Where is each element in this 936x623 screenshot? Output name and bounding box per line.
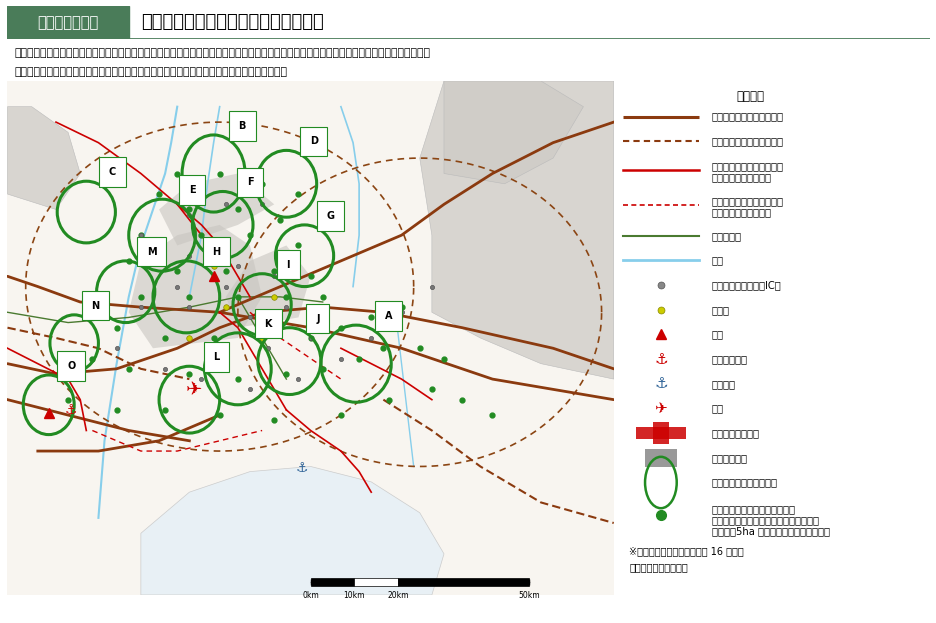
Text: ※　交通ネットワークは平成 16 年度末: ※ 交通ネットワークは平成 16 年度末 [629, 546, 743, 557]
Text: E: E [189, 185, 196, 195]
Text: 高規格幹線道路（供用中）: 高規格幹線道路（供用中） [710, 112, 782, 121]
Text: 【凡例】: 【凡例】 [736, 90, 764, 103]
Text: （県市の防災拠点として指定のあるもの: （県市の防災拠点として指定のあるもの [710, 515, 819, 525]
Text: 各配置ゾーンは，その範囲内において少なくとも一つの広域防災拠点を配置すべきである範囲を示したものである。なお，各広域防災拠点は，: 各配置ゾーンは，その範囲内において少なくとも一つの広域防災拠点を配置すべきである… [15, 48, 431, 58]
Text: 10km: 10km [344, 591, 365, 601]
Text: N: N [91, 301, 99, 311]
Text: A: A [384, 311, 391, 321]
Text: H: H [212, 247, 221, 257]
Text: 50km: 50km [518, 591, 539, 601]
Text: 時点の状況である。: 時点の状況である。 [629, 562, 687, 572]
Text: F: F [246, 178, 253, 188]
Text: 高規格幹線道路（整備中）: 高規格幹線道路（整備中） [710, 136, 782, 146]
Text: 直轄国道等（整備中）: 直轄国道等（整備中） [710, 207, 770, 217]
Text: ⚓: ⚓ [295, 460, 307, 475]
Text: 0km: 0km [302, 591, 318, 601]
Text: G: G [327, 211, 334, 221]
Text: 重要港湾: 重要港湾 [710, 379, 735, 389]
Polygon shape [419, 81, 613, 379]
Polygon shape [128, 225, 262, 348]
Text: 利用可能なオープンスペース等: 利用可能なオープンスペース等 [710, 504, 795, 514]
Text: 広域防災拠点配置ゾーン: 広域防災拠点配置ゾーン [710, 477, 777, 488]
Text: 図２－３－５８: 図２－３－５８ [37, 15, 99, 30]
Text: ⚓: ⚓ [65, 403, 78, 417]
Text: I: I [286, 260, 289, 270]
Text: 河川: 河川 [710, 255, 723, 265]
FancyBboxPatch shape [7, 6, 129, 39]
Text: K: K [264, 319, 271, 329]
Text: 20km: 20km [387, 591, 408, 601]
Bar [652, 422, 668, 444]
Text: M: M [147, 247, 156, 257]
Text: 名古屋圏の広域防災拠点配置ゾーン図: 名古屋圏の広域防災拠点配置ゾーン図 [141, 14, 324, 31]
Polygon shape [7, 107, 80, 209]
Text: ✈: ✈ [654, 401, 666, 416]
Text: O: O [67, 361, 75, 371]
Text: インターチェンジ（IC）: インターチェンジ（IC） [710, 280, 781, 290]
Text: B: B [238, 121, 245, 131]
Polygon shape [140, 467, 444, 595]
Text: 人口集中地区: 人口集中地区 [710, 453, 747, 463]
Bar [310, 578, 354, 586]
Polygon shape [7, 81, 613, 595]
Text: または，5ha 以上のオープンスペース）: または，5ha 以上のオープンスペース） [710, 526, 828, 536]
Text: 地域高規格道路（整備中）: 地域高規格道路（整備中） [710, 196, 782, 206]
Polygon shape [226, 245, 310, 328]
Text: ⚓: ⚓ [653, 351, 667, 367]
Text: 貨物駅: 貨物駅 [710, 305, 729, 315]
Text: 被災時にはゾーンの線に関係なく，拠点周辺の被災市街地に対して災害対策活動を展開する。: 被災時にはゾーンの線に関係なく，拠点周辺の被災市街地に対して災害対策活動を展開す… [15, 67, 287, 77]
Bar [644, 449, 676, 467]
Text: 地域高規格道路（供用中）: 地域高規格道路（供用中） [710, 161, 782, 171]
Text: 特定重要港湾: 特定重要港湾 [710, 354, 747, 364]
Polygon shape [159, 173, 274, 245]
Text: 公共用ヘリポート: 公共用ヘリポート [710, 428, 759, 438]
Text: 空港: 空港 [710, 404, 723, 414]
Text: C: C [109, 167, 116, 177]
Text: ✈: ✈ [186, 380, 202, 399]
Text: 県庁: 県庁 [710, 330, 723, 340]
Polygon shape [444, 81, 583, 184]
Text: L: L [213, 352, 220, 362]
Text: D: D [309, 136, 317, 146]
Text: 貨物営業線: 貨物営業線 [710, 231, 740, 241]
Bar [398, 578, 528, 586]
Text: ⚓: ⚓ [653, 376, 667, 391]
Bar [354, 578, 398, 586]
Text: J: J [315, 313, 319, 323]
Text: 直轄国道等（供用中）: 直轄国道等（供用中） [710, 173, 770, 183]
Bar [635, 427, 685, 439]
